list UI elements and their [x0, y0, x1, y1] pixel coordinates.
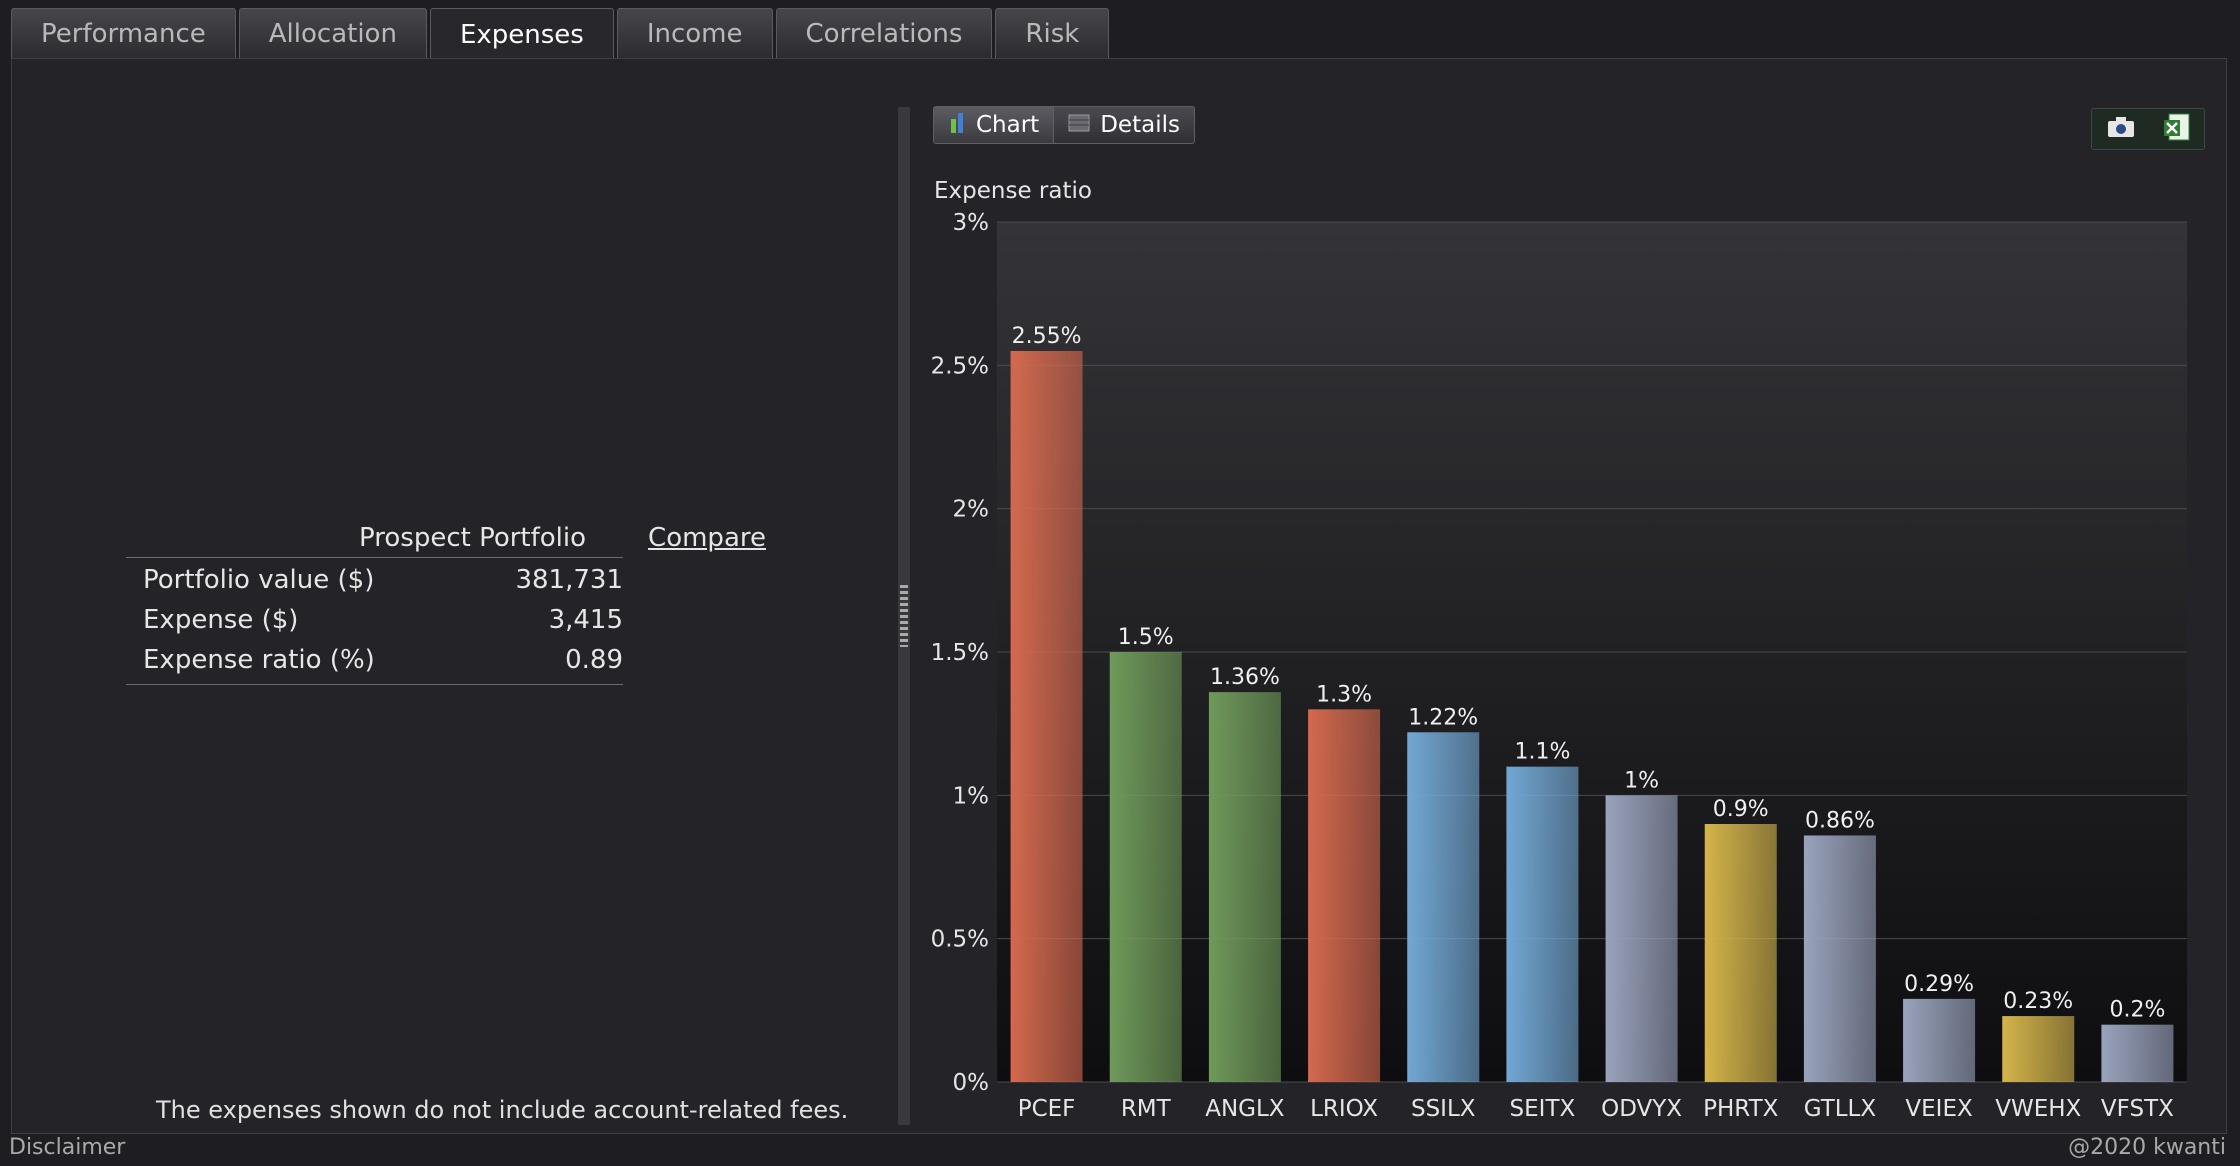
- x-tick-label: ANGLX: [1205, 1096, 1285, 1122]
- view-toggle: Chart Details: [933, 106, 1195, 144]
- summary-table: Portfolio value ($) 381,731 Expense ($) …: [126, 557, 623, 685]
- y-axis-label: Expense ratio: [934, 178, 1092, 204]
- export-toolbar: [2091, 108, 2205, 150]
- x-tick-label: SEITX: [1510, 1096, 1576, 1122]
- bar[interactable]: [1704, 824, 1777, 1082]
- tab-correlations[interactable]: Correlations: [775, 8, 993, 58]
- y-tick-label: 2.5%: [931, 353, 989, 379]
- bar[interactable]: [1109, 652, 1182, 1082]
- bar[interactable]: [1208, 692, 1281, 1082]
- disclaimer-link[interactable]: Disclaimer: [9, 1135, 126, 1160]
- tab-expenses[interactable]: Expenses: [429, 8, 614, 60]
- x-tick-label: VFSTX: [2101, 1096, 2174, 1122]
- data-label: 1.22%: [1408, 705, 1478, 730]
- expense-summary: Prospect Portfolio Compare Portfolio val…: [126, 515, 766, 685]
- y-tick-label: 0%: [953, 1070, 990, 1096]
- bar[interactable]: [1308, 709, 1381, 1082]
- details-view-button[interactable]: Details: [1054, 106, 1195, 144]
- bar[interactable]: [1506, 766, 1579, 1082]
- row-value: 0.89: [565, 645, 623, 675]
- x-tick-label: VWEHX: [1995, 1096, 2081, 1122]
- camera-icon[interactable]: [2106, 115, 2136, 143]
- fees-note: The expenses shown do not include accoun…: [156, 1096, 849, 1124]
- table-row: Expense ratio (%) 0.89: [126, 640, 623, 680]
- data-label: 1.5%: [1118, 625, 1174, 650]
- bar[interactable]: [1407, 732, 1480, 1082]
- data-label: 2.55%: [1012, 324, 1082, 349]
- data-label: 0.86%: [1805, 808, 1875, 833]
- excel-icon[interactable]: [2163, 112, 2191, 146]
- portfolio-column-header: Prospect Portfolio: [359, 523, 587, 553]
- data-label: 0.23%: [2003, 989, 2073, 1014]
- bar[interactable]: [2101, 1024, 2174, 1082]
- x-tick-label: ODVYX: [1601, 1096, 1682, 1122]
- bar[interactable]: [1605, 795, 1678, 1082]
- y-tick-label: 2%: [953, 497, 990, 523]
- y-tick-label: 3%: [953, 210, 990, 236]
- row-value: 3,415: [548, 605, 623, 635]
- data-label: 1.36%: [1210, 665, 1280, 690]
- data-label: 0.9%: [1713, 797, 1769, 822]
- data-label: 1.1%: [1514, 740, 1570, 765]
- bar-chart-icon: [948, 111, 966, 139]
- x-tick-label: LRIOX: [1310, 1096, 1378, 1122]
- x-tick-label: VEIEX: [1905, 1096, 1973, 1122]
- data-label: 1.3%: [1316, 682, 1372, 707]
- data-label: 1%: [1624, 768, 1659, 793]
- y-tick-label: 1%: [953, 783, 990, 809]
- chart-view-label: Chart: [976, 112, 1040, 138]
- x-tick-label: GTLLX: [1804, 1096, 1877, 1122]
- bar[interactable]: [1803, 835, 1876, 1082]
- bar[interactable]: [1010, 351, 1083, 1082]
- row-label: Portfolio value ($): [143, 565, 375, 595]
- chart-view-button[interactable]: Chart: [933, 106, 1055, 144]
- x-tick-label: RMT: [1121, 1096, 1172, 1122]
- x-tick-label: SSILX: [1411, 1096, 1476, 1122]
- table-icon: [1068, 112, 1090, 138]
- x-tick-label: PCEF: [1018, 1096, 1076, 1122]
- y-tick-label: 1.5%: [931, 640, 989, 666]
- tab-bar: Performance Allocation Expenses Income C…: [11, 8, 1110, 60]
- x-tick-label: PHRTX: [1703, 1096, 1779, 1122]
- data-label: 0.29%: [1904, 972, 1974, 997]
- tab-performance[interactable]: Performance: [11, 8, 236, 58]
- tab-allocation[interactable]: Allocation: [238, 8, 427, 58]
- details-view-label: Details: [1100, 112, 1180, 138]
- table-row: Expense ($) 3,415: [126, 600, 623, 640]
- data-label: 0.2%: [2109, 998, 2165, 1023]
- bar[interactable]: [2002, 1016, 2075, 1082]
- splitter-grip-icon[interactable]: [900, 585, 908, 647]
- row-label: Expense ratio (%): [143, 645, 375, 675]
- summary-header: Prospect Portfolio Compare: [126, 515, 766, 557]
- tab-risk[interactable]: Risk: [995, 8, 1110, 58]
- tab-income[interactable]: Income: [616, 8, 773, 58]
- compare-link[interactable]: Compare: [648, 523, 766, 553]
- row-label: Expense ($): [143, 605, 299, 635]
- y-tick-label: 0.5%: [931, 927, 989, 953]
- row-value: 381,731: [515, 565, 623, 595]
- table-row: Portfolio value ($) 381,731: [126, 560, 623, 600]
- bar[interactable]: [1903, 998, 1976, 1082]
- copyright-text: @2020 kwanti: [2068, 1135, 2226, 1160]
